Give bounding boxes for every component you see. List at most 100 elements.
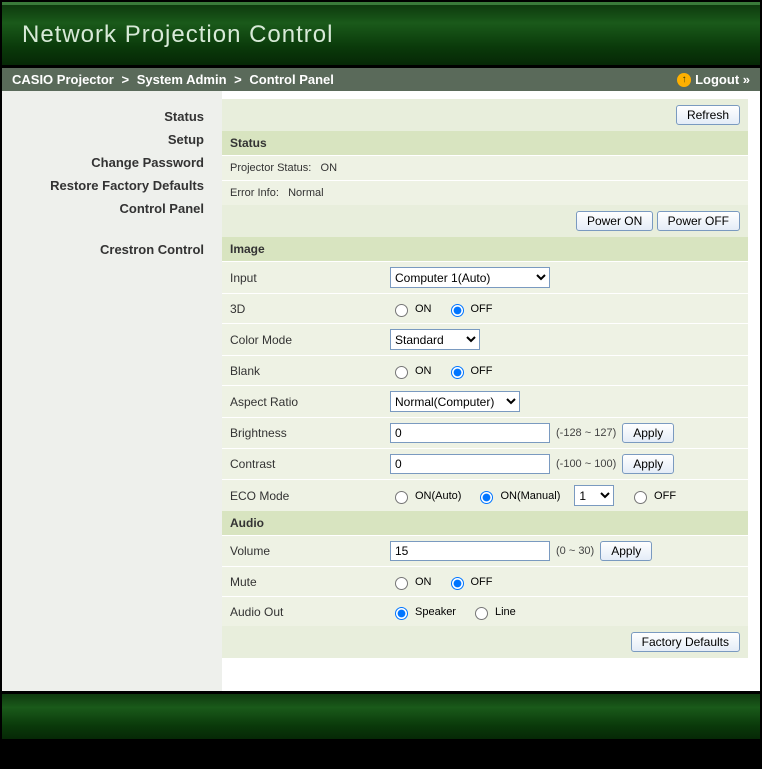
eco-off-radio[interactable] [634,491,647,504]
breadcrumb-sep: > [234,72,242,87]
brightness-label: Brightness [230,426,390,440]
eco-on-manual-label: ON(Manual) [500,490,560,502]
page-header: Network Projection Control [2,2,760,68]
eco-off-label: OFF [654,490,676,502]
brightness-input[interactable] [390,423,550,443]
contrast-label: Contrast [230,457,390,471]
projector-status-label: Projector Status: [230,162,311,174]
power-off-button[interactable]: Power OFF [657,211,740,231]
brightness-apply-button[interactable]: Apply [622,423,674,443]
volume-row: Volume (0 ~ 30) Apply [222,535,748,566]
audio-out-label: Audio Out [230,605,390,619]
3d-off-label: OFF [471,303,493,315]
mute-off-label: OFF [471,576,493,588]
input-select[interactable]: Computer 1(Auto) [390,267,550,288]
audio-out-line-radio[interactable] [475,607,488,620]
power-on-button[interactable]: Power ON [576,211,653,231]
error-info-value: Normal [288,187,323,199]
3d-off-radio[interactable] [451,304,464,317]
mute-row: Mute ON OFF [222,566,748,596]
sidebar-item-setup[interactable]: Setup [2,128,214,151]
refresh-button[interactable]: Refresh [676,105,740,125]
input-row: Input Computer 1(Auto) [222,261,748,293]
eco-manual-select[interactable]: 1 [574,485,614,506]
breadcrumb-level2: Control Panel [249,72,334,87]
audio-out-row: Audio Out Speaker Line [222,596,748,626]
sidebar-item-restore-defaults[interactable]: Restore Factory Defaults [2,174,214,197]
audio-out-line-label: Line [495,606,516,618]
input-label: Input [230,271,390,285]
blank-on-label: ON [415,365,432,377]
volume-label: Volume [230,544,390,558]
sidebar-item-label: Setup [168,132,204,147]
volume-apply-button[interactable]: Apply [600,541,652,561]
sidebar-item-label: Status [164,109,204,124]
contrast-input[interactable] [390,454,550,474]
main-panel: Refresh Status Projector Status: ON Erro… [222,91,760,691]
3d-on-label: ON [415,303,432,315]
sidebar-item-control-panel[interactable]: Control Panel [2,197,214,220]
sidebar-item-label: Crestron Control [100,242,204,257]
projector-status-row: Projector Status: ON [222,155,748,180]
eco-row: ECO Mode ON(Auto) ON(Manual) 1 OFF [222,479,748,511]
3d-on-radio[interactable] [395,304,408,317]
page-footer [2,691,760,739]
blank-on-radio[interactable] [395,366,408,379]
contrast-row: Contrast (-100 ~ 100) Apply [222,448,748,479]
3d-label: 3D [230,302,390,316]
sidebar-item-status[interactable]: Status [2,105,214,128]
sidebar-item-label: Control Panel [119,201,204,216]
color-mode-select[interactable]: Standard [390,329,480,350]
logout-arrow-icon: ↑ [677,73,691,87]
blank-off-label: OFF [471,365,493,377]
audio-out-speaker-label: Speaker [415,606,456,618]
sidebar: Status Setup Change Password Restore Fac… [2,91,222,691]
volume-input[interactable] [390,541,550,561]
volume-range: (0 ~ 30) [556,545,594,557]
mute-label: Mute [230,575,390,589]
contrast-range: (-100 ~ 100) [556,458,616,470]
mute-on-label: ON [415,576,432,588]
image-heading: Image [222,237,748,261]
factory-defaults-button[interactable]: Factory Defaults [631,632,740,652]
mute-on-radio[interactable] [395,577,408,590]
audio-out-speaker-radio[interactable] [395,607,408,620]
eco-on-auto-label: ON(Auto) [415,490,461,502]
power-action-bar: Power ON Power OFF [222,205,748,237]
blank-row: Blank ON OFF [222,355,748,385]
eco-on-manual-radio[interactable] [480,491,493,504]
breadcrumb: CASIO Projector > System Admin > Control… [12,72,338,87]
3d-row: 3D ON OFF [222,293,748,323]
brightness-range: (-128 ~ 127) [556,427,616,439]
breadcrumb-bar: CASIO Projector > System Admin > Control… [2,68,760,91]
top-action-bar: Refresh [222,99,748,131]
aspect-label: Aspect Ratio [230,395,390,409]
eco-on-auto-radio[interactable] [395,491,408,504]
sidebar-item-change-password[interactable]: Change Password [2,151,214,174]
mute-off-radio[interactable] [451,577,464,590]
logout-label: Logout » [695,72,750,87]
sidebar-item-crestron[interactable]: Crestron Control [2,238,214,261]
eco-label: ECO Mode [230,489,390,503]
projector-status-value: ON [321,162,338,174]
sidebar-item-label: Change Password [91,155,204,170]
color-mode-label: Color Mode [230,333,390,347]
sidebar-item-label: Restore Factory Defaults [50,178,204,193]
error-info-row: Error Info: Normal [222,180,748,205]
contrast-apply-button[interactable]: Apply [622,454,674,474]
page-title: Network Projection Control [22,21,333,49]
color-mode-row: Color Mode Standard [222,323,748,355]
logout-link[interactable]: ↑ Logout » [677,72,750,87]
bottom-action-bar: Factory Defaults [222,626,748,658]
audio-heading: Audio [222,511,748,535]
breadcrumb-root[interactable]: CASIO Projector [12,72,114,87]
error-info-label: Error Info: [230,187,279,199]
breadcrumb-sep: > [121,72,129,87]
blank-off-radio[interactable] [451,366,464,379]
brightness-row: Brightness (-128 ~ 127) Apply [222,417,748,448]
aspect-row: Aspect Ratio Normal(Computer) [222,385,748,417]
blank-label: Blank [230,364,390,378]
status-heading: Status [222,131,748,155]
aspect-select[interactable]: Normal(Computer) [390,391,520,412]
breadcrumb-level1[interactable]: System Admin [137,72,227,87]
